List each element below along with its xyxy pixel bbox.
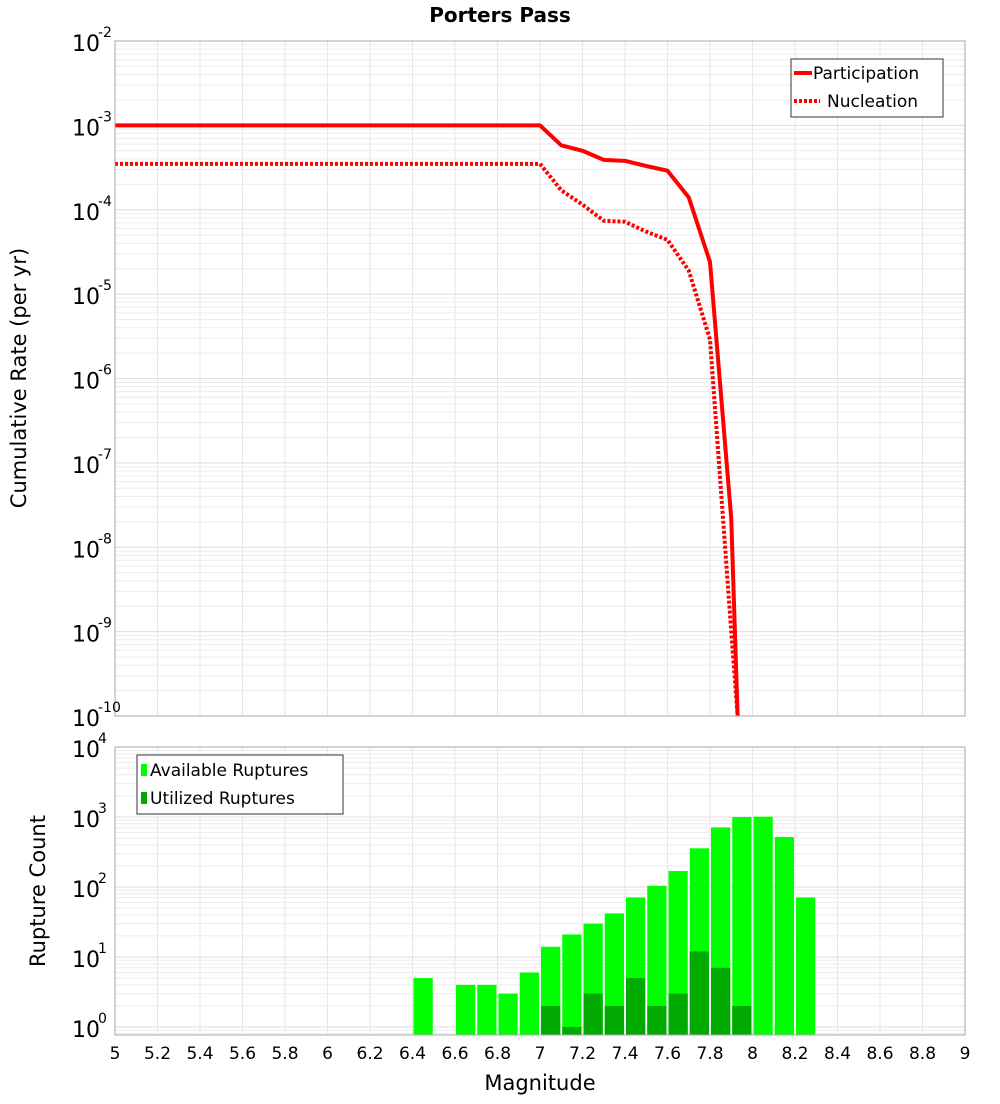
bottom-y-tick-exponent: 4: [98, 731, 107, 747]
bar-available: [562, 934, 582, 1035]
x-tick-label: 8.6: [866, 1044, 893, 1064]
bottom-y-axis-label: Rupture Count: [26, 815, 50, 967]
bottom-y-tick-exponent: 1: [98, 941, 107, 957]
x-tick-label: 8.4: [824, 1044, 851, 1064]
top-y-tick-label: 10: [72, 707, 100, 732]
legend-available-swatch: [141, 764, 147, 776]
top-plot-frame: [114, 40, 966, 717]
bar-utilized: [647, 1005, 667, 1035]
x-tick-label: 6: [322, 1044, 333, 1064]
bar-utilized: [604, 1005, 624, 1035]
bottom-y-tick-exponent: 2: [98, 871, 107, 887]
bar-available: [732, 817, 752, 1035]
x-tick-label: 6.8: [484, 1044, 511, 1064]
bar-utilized: [732, 1005, 752, 1035]
top-y-tick-label: 10: [72, 201, 100, 226]
top-y-tick-exponent: -8: [98, 531, 112, 547]
top-y-tick-exponent: -9: [98, 616, 112, 632]
x-tick-label: 8: [747, 1044, 758, 1064]
legend-nucleation: Nucleation: [827, 92, 918, 112]
chart-title: Porters Pass: [429, 3, 571, 27]
legend-available: Available Ruptures: [150, 761, 308, 781]
top-y-tick-label: 10: [72, 370, 100, 395]
x-ticks: 5 5.2 5.4 5.6 5.8 6 6.2 6.4 6.6 6.8 7 7.2 7.4 7.6 7.8 8…: [110, 1044, 971, 1064]
x-tick-label: 7.2: [569, 1044, 596, 1064]
bar-available: [647, 885, 667, 1035]
x-tick-label: 7.4: [611, 1044, 638, 1064]
x-tick-label: 5.2: [144, 1044, 171, 1064]
x-tick-label: 8.8: [909, 1044, 936, 1064]
x-tick-label: 5.4: [186, 1044, 213, 1064]
bar-utilized: [689, 951, 709, 1035]
bottom-y-tick-exponent: 3: [98, 801, 107, 817]
bar-available: [774, 837, 794, 1035]
bar-utilized: [711, 967, 731, 1035]
x-tick-label: 5.8: [271, 1044, 298, 1064]
bar-available: [413, 978, 433, 1035]
bar-available: [519, 972, 539, 1035]
bar-utilized: [541, 1005, 561, 1035]
top-y-tick-label: 10: [72, 538, 100, 563]
legend-utilized: Utilized Ruptures: [150, 789, 295, 809]
top-y-tick-exponent: -10: [98, 700, 121, 716]
top-y-tick-label: 10: [72, 623, 100, 648]
bottom-y-tick-label: 10: [72, 808, 100, 833]
top-y-tick-exponent: -6: [98, 363, 112, 379]
series-nucleation: [115, 161, 740, 717]
top-y-tick-exponent: -4: [98, 194, 112, 210]
bar-utilized: [668, 993, 688, 1035]
bottom-plot-frame: [114, 746, 966, 1036]
bottom-y-tick-label: 10: [72, 948, 100, 973]
bottom-y-tick-label: 10: [72, 738, 100, 763]
top-grid: [115, 41, 965, 716]
x-tick-label: 7.6: [654, 1044, 681, 1064]
top-legend: Participation Nucleation: [790, 58, 944, 118]
top-y-tick-label: 10: [72, 285, 100, 310]
x-tick-label: 7.8: [696, 1044, 723, 1064]
x-axis-label: Magnitude: [484, 1071, 595, 1095]
bar-available: [477, 984, 497, 1035]
bottom-y-tick-label: 10: [72, 878, 100, 903]
x-tick-label: 6.6: [441, 1044, 468, 1064]
x-tick-label: 5: [110, 1044, 121, 1064]
top-y-tick-exponent: -5: [98, 278, 112, 294]
bottom-y-tick-exponent: 0: [98, 1011, 107, 1027]
top-y-tick-label: 10: [72, 116, 100, 141]
bottom-legend: Available Ruptures Utilized Ruptures: [136, 754, 344, 815]
lines: [115, 123, 740, 717]
top-y-tick-label: 10: [72, 32, 100, 57]
x-tick-label: 6.2: [356, 1044, 383, 1064]
bar-available: [498, 993, 518, 1035]
x-tick-label: 6.4: [399, 1044, 426, 1064]
series-participation: [115, 123, 740, 717]
x-tick-label: 7: [535, 1044, 546, 1064]
bar-utilized: [583, 993, 603, 1035]
x-tick-label: 9: [960, 1044, 971, 1064]
bar-available: [456, 984, 476, 1035]
bar-utilized: [626, 978, 646, 1035]
bar-available: [796, 897, 816, 1035]
top-y-tick-label: 10: [72, 454, 100, 479]
bar-available: [604, 913, 624, 1035]
bars: [413, 816, 816, 1035]
top-y-ticks: 10-210-310-410-510-610-710-810-910-10: [72, 25, 121, 732]
bar-available: [753, 816, 773, 1035]
legend-participation: Participation: [813, 64, 919, 84]
top-y-tick-exponent: -7: [98, 447, 112, 463]
top-y-axis-label: Cumulative Rate (per yr): [7, 248, 31, 508]
top-y-tick-exponent: -2: [98, 25, 112, 41]
bar-utilized: [562, 1027, 582, 1035]
top-y-tick-exponent: -3: [98, 109, 112, 125]
x-tick-label: 5.6: [229, 1044, 256, 1064]
bottom-y-tick-label: 10: [72, 1018, 100, 1043]
legend-utilized-swatch: [141, 792, 147, 804]
x-tick-label: 8.2: [781, 1044, 808, 1064]
